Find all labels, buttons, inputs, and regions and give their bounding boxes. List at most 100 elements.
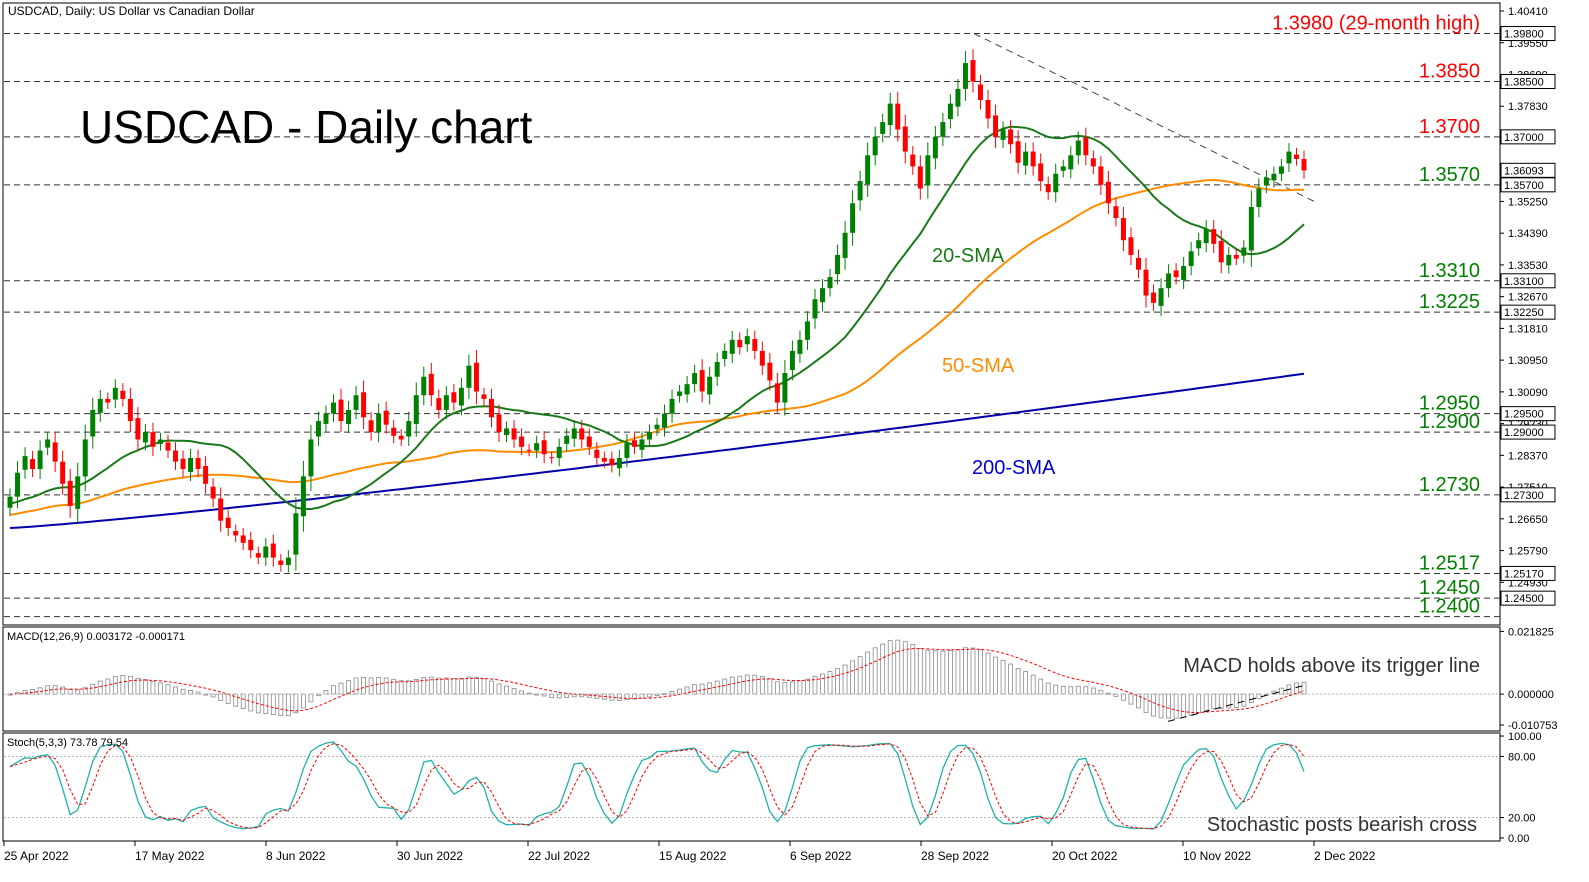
candle-body — [75, 476, 81, 509]
macd-bar — [466, 676, 472, 695]
macd-bar — [850, 660, 856, 695]
candle-body — [300, 476, 306, 517]
macd-bar — [774, 681, 780, 695]
level-axis-label: 1.29500 — [1504, 409, 1544, 421]
candle-body — [331, 402, 336, 414]
macd-bar — [993, 656, 998, 695]
main-panel-frame — [2, 2, 1501, 626]
candle-body — [594, 449, 600, 458]
candle-body — [45, 439, 51, 448]
candle-body — [917, 166, 923, 189]
x-tick-label: 6 Sep 2022 — [790, 849, 852, 863]
level-axis-label: 1.25170 — [1504, 568, 1544, 580]
macd-bar — [759, 676, 765, 695]
candle-body — [1301, 159, 1307, 171]
macd-bar — [1060, 685, 1066, 695]
sma50-line — [9, 178, 1305, 516]
price-tick-label: 1.40410 — [1508, 6, 1548, 18]
candle-body — [895, 103, 901, 130]
candle-body — [1211, 229, 1217, 244]
stoch-k-line — [9, 741, 1305, 830]
candle-body — [601, 457, 607, 462]
level-label: 1.2450 — [1419, 577, 1480, 599]
candle-body — [315, 421, 321, 437]
macd-bar — [1151, 693, 1156, 717]
candle-body — [534, 443, 540, 451]
candle-body — [285, 557, 291, 565]
candle-body — [338, 399, 344, 422]
macd-bar — [744, 674, 750, 695]
candle-body — [714, 361, 720, 377]
candle-body — [157, 439, 163, 444]
candle-body — [842, 232, 848, 258]
candle-body — [368, 420, 374, 433]
candle-body — [993, 115, 999, 137]
macd-bar — [1203, 693, 1209, 711]
sma200-line — [9, 372, 1305, 529]
candle-body — [526, 449, 532, 451]
candle-body — [451, 392, 457, 403]
level-axis-box — [1500, 177, 1556, 193]
candle-body — [707, 376, 713, 395]
candle-body — [210, 486, 216, 499]
macd-bar — [767, 678, 773, 695]
candle-body — [15, 472, 21, 497]
macd-bar — [714, 680, 720, 695]
symbol-line: USDCAD, Daily: US Dollar vs Canadian Dol… — [8, 4, 255, 18]
macd-bar — [1068, 686, 1074, 695]
x-tick-label: 25 Apr 2022 — [4, 849, 69, 863]
macd-bar — [1083, 686, 1089, 695]
macd-bar — [948, 650, 953, 695]
candle-body — [97, 398, 103, 413]
macd-bar — [556, 693, 562, 699]
level-axis-box — [1500, 590, 1556, 606]
candle-body — [218, 498, 224, 521]
macd-bar — [323, 690, 329, 695]
candle-body — [1030, 151, 1036, 167]
macd-bar — [1196, 693, 1202, 714]
level-label: 1.2730 — [1419, 474, 1480, 496]
macd-bar — [331, 685, 336, 695]
candle-body — [511, 428, 517, 440]
candle-body — [519, 436, 525, 447]
macd-bar — [270, 693, 276, 716]
macd-bar — [60, 686, 66, 695]
candle-body — [955, 88, 961, 107]
macd-bar — [549, 693, 555, 698]
level-axis-label: 1.29000 — [1504, 427, 1544, 439]
axis-layer: 1.404101.395501.386901.378301.369701.361… — [1500, 6, 1556, 606]
candle-body — [1023, 151, 1029, 166]
x-tick-label: 20 Oct 2022 — [1052, 849, 1118, 863]
candle-body — [1113, 206, 1119, 219]
price-tick-label: 1.33530 — [1508, 260, 1548, 272]
candle-body — [880, 122, 886, 134]
candle-body — [60, 461, 66, 484]
candle-body — [458, 387, 464, 406]
level-label: 1.3225 — [1419, 291, 1480, 313]
price-tick-label: 1.30090 — [1508, 387, 1548, 399]
candle-body — [278, 560, 284, 565]
candle-body — [1188, 251, 1194, 267]
candle-body — [52, 442, 58, 462]
candle-body — [1278, 166, 1284, 174]
macd-bar — [639, 693, 645, 699]
macd-bar — [880, 643, 886, 695]
macd-bar — [1000, 659, 1006, 695]
macd-bar — [925, 649, 931, 695]
macd-bar — [729, 676, 735, 695]
macd-bar — [978, 649, 983, 695]
macd-bar — [1294, 682, 1299, 695]
candle-body — [541, 440, 547, 455]
candle-body — [1053, 173, 1059, 193]
candle-body — [744, 336, 750, 345]
candle-body — [887, 103, 893, 126]
candle-body — [940, 122, 946, 137]
candle-body — [1248, 206, 1254, 251]
macd-bar — [120, 675, 126, 695]
candle-body — [978, 84, 983, 100]
macd-bar — [504, 685, 509, 695]
sma20-line — [9, 125, 1305, 510]
candle-body — [669, 398, 675, 414]
macd-axis-label: 0.021825 — [1508, 626, 1554, 638]
candle-body — [1075, 140, 1081, 156]
